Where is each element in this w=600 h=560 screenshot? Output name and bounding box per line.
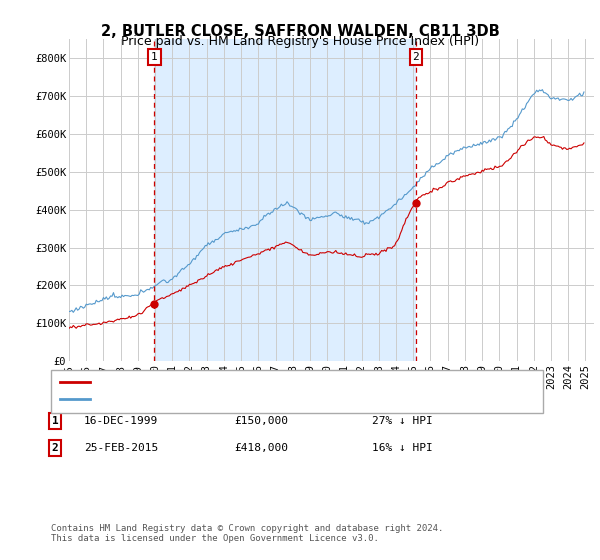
Text: Price paid vs. HM Land Registry's House Price Index (HPI): Price paid vs. HM Land Registry's House … xyxy=(121,35,479,48)
Text: 16-DEC-1999: 16-DEC-1999 xyxy=(84,416,158,426)
Text: 1: 1 xyxy=(52,416,59,426)
Text: 2, BUTLER CLOSE, SAFFRON WALDEN, CB11 3DB: 2, BUTLER CLOSE, SAFFRON WALDEN, CB11 3D… xyxy=(101,24,499,39)
Text: £150,000: £150,000 xyxy=(234,416,288,426)
Text: Contains HM Land Registry data © Crown copyright and database right 2024.
This d: Contains HM Land Registry data © Crown c… xyxy=(51,524,443,543)
Text: 2: 2 xyxy=(412,52,419,62)
Bar xyxy=(154,39,416,361)
Text: 2: 2 xyxy=(52,443,59,453)
Text: 27% ↓ HPI: 27% ↓ HPI xyxy=(372,416,433,426)
Text: HPI: Average price, detached house, Uttlesford: HPI: Average price, detached house, Uttl… xyxy=(96,394,383,404)
Text: 2, BUTLER CLOSE, SAFFRON WALDEN, CB11 3DB (detached house): 2, BUTLER CLOSE, SAFFRON WALDEN, CB11 3D… xyxy=(96,377,458,387)
Text: 16% ↓ HPI: 16% ↓ HPI xyxy=(372,443,433,453)
Text: 25-FEB-2015: 25-FEB-2015 xyxy=(84,443,158,453)
Text: 1: 1 xyxy=(151,52,158,62)
Text: £418,000: £418,000 xyxy=(234,443,288,453)
